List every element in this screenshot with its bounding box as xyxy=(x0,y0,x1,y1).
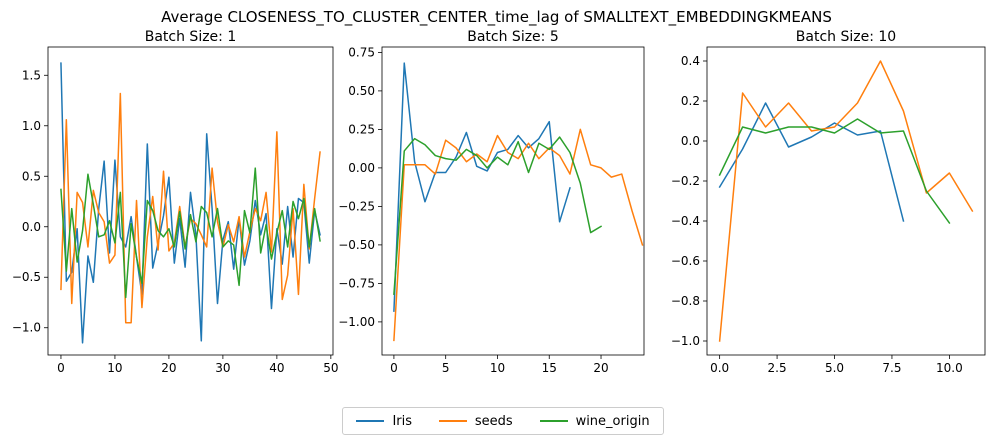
legend-item-wine-origin: wine_origin xyxy=(539,413,650,429)
panel-2-y-tick-label: 0.25 xyxy=(348,122,375,136)
panel-2-y-tick-label: −0.25 xyxy=(338,199,375,213)
panel-2-series-seeds xyxy=(393,128,644,342)
panel-2-series-wine-origin xyxy=(393,136,603,295)
panel-3-y-tick-label: −0.2 xyxy=(671,174,700,188)
panel-3-x-tick-label: 10.0 xyxy=(936,361,963,375)
legend-item-seeds: seeds xyxy=(438,413,513,429)
panel-3-series-wine-origin xyxy=(718,118,951,225)
panel-1-series-seeds xyxy=(60,92,321,324)
panel-1-x-tick-label: 50 xyxy=(323,361,338,375)
panel-3-title: Batch Size: 10 xyxy=(796,29,896,45)
legend: Iris seeds wine_origin xyxy=(342,407,664,435)
legend-swatch-wine-origin xyxy=(539,420,568,422)
panel-2-y-tick-label: 0.00 xyxy=(348,161,375,175)
panel-1-y-tick-label: −1.0 xyxy=(12,321,41,335)
panel-2-y-tick-label: −0.75 xyxy=(338,276,375,290)
panel-2-y-tick-label: −0.50 xyxy=(338,238,375,252)
panel-1-y-tick-label: −0.5 xyxy=(12,270,41,284)
panel-3-y-tick-label: −0.6 xyxy=(671,254,700,268)
panel-3-x-tick-label: 0.0 xyxy=(710,361,729,375)
panel-3-y-tick-label: 0.2 xyxy=(681,94,700,108)
panel-2-series-iris xyxy=(393,62,571,312)
legend-swatch-seeds xyxy=(438,420,467,422)
panel-2-y-tick-label: 0.50 xyxy=(348,84,375,98)
panel-1-series-iris xyxy=(60,62,321,344)
panel-1-x-tick-label: 20 xyxy=(161,361,176,375)
panel-3-x-tick-label: 5.0 xyxy=(825,361,844,375)
panel-1-x-tick-label: 40 xyxy=(269,361,284,375)
panel-2-axes-frame xyxy=(381,46,645,356)
panel-2-x-tick-label: 15 xyxy=(542,361,557,375)
panel-3-y-tick-label: 0.4 xyxy=(681,54,700,68)
panel-1-axes-frame xyxy=(47,46,334,356)
legend-label-iris: Iris xyxy=(392,413,413,429)
panel-3-y-tick-label: −0.4 xyxy=(671,214,700,228)
panel-1-y-tick-label: 0.0 xyxy=(22,220,41,234)
panel-1-x-tick-label: 30 xyxy=(215,361,230,375)
panel-3-y-tick-label: 0.0 xyxy=(681,134,700,148)
panel-1-title: Batch Size: 1 xyxy=(145,29,237,45)
legend-label-seeds: seeds xyxy=(474,413,513,429)
panel-1-x-tick-label: 10 xyxy=(107,361,122,375)
panel-1-series-wine-origin xyxy=(60,167,321,299)
panel-3-y-tick-label: −1.0 xyxy=(671,334,700,348)
panel-2-y-tick-label: −1.00 xyxy=(338,315,375,329)
panel-2-x-tick-label: 20 xyxy=(593,361,608,375)
panel-1-y-tick-label: 1.5 xyxy=(22,68,41,82)
panel-3-x-tick-label: 7.5 xyxy=(882,361,901,375)
panel-3-x-tick-label: 2.5 xyxy=(768,361,787,375)
panel-2-title: Batch Size: 5 xyxy=(467,29,559,45)
panel-1-x-tick-label: 0 xyxy=(57,361,65,375)
panel-1-y-tick-label: 1.0 xyxy=(22,119,41,133)
panel-1-y-tick-label: 0.5 xyxy=(22,169,41,183)
panel-3-y-tick-label: −0.8 xyxy=(671,294,700,308)
panel-3-axes-frame xyxy=(706,46,986,356)
panel-2-x-tick-label: 5 xyxy=(442,361,450,375)
panel-2-x-tick-label: 0 xyxy=(390,361,398,375)
panel-2-x-tick-label: 10 xyxy=(490,361,505,375)
panel-3-series-seeds xyxy=(718,60,974,342)
panel-2-y-tick-label: 0.75 xyxy=(348,45,375,59)
legend-label-wine-origin: wine_origin xyxy=(575,413,650,429)
figure-title: Average CLOSENESS_TO_CLUSTER_CENTER_time… xyxy=(161,8,832,26)
legend-item-iris: Iris xyxy=(356,414,412,429)
panel-3-series-iris xyxy=(718,102,905,222)
legend-swatch-iris xyxy=(356,420,385,422)
